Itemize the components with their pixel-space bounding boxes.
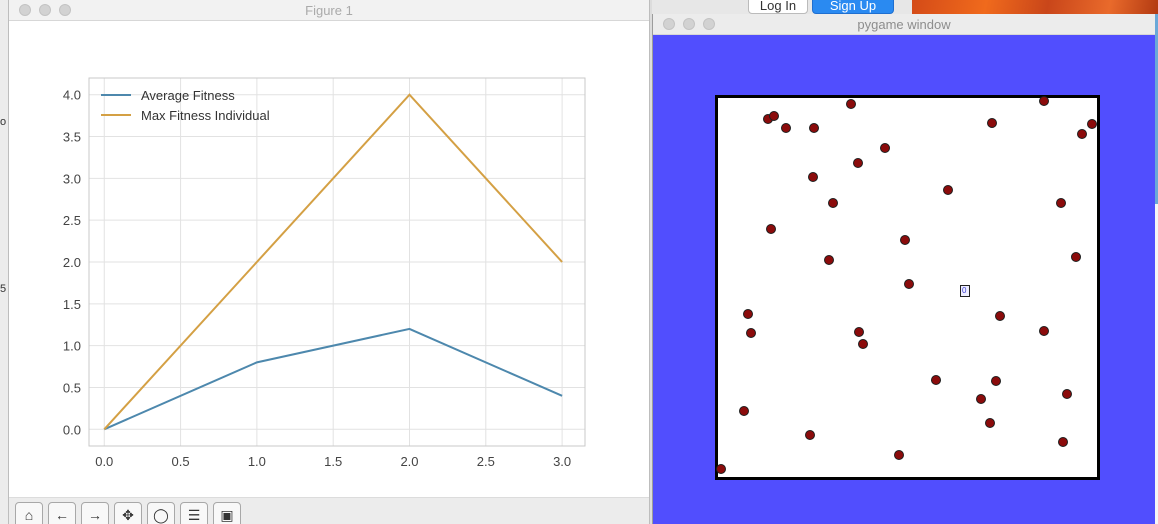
y-tick-label: 3.0 [63, 171, 81, 186]
maximize-window-button[interactable] [59, 4, 71, 16]
pygame-window: pygame window 0 [652, 14, 1155, 524]
food-particle [1056, 198, 1066, 208]
x-tick-label: 2.5 [477, 454, 495, 469]
food-particle [894, 450, 904, 460]
food-particle [766, 224, 776, 234]
configure-button[interactable]: ☰ [180, 502, 208, 524]
legend-label: Average Fitness [141, 88, 235, 103]
food-particle [1077, 129, 1087, 139]
x-tick-label: 0.0 [95, 454, 113, 469]
food-particle [809, 123, 819, 133]
figure-toolbar: ⌂ ← → ✥ ◯ ☰ ▣ [9, 497, 649, 524]
agent-label: 0 [962, 286, 967, 295]
food-particle [781, 123, 791, 133]
y-tick-label: 1.5 [63, 297, 81, 312]
food-particle [858, 339, 868, 349]
minimize-window-button[interactable] [39, 4, 51, 16]
home-icon: ⌂ [24, 507, 34, 523]
food-particle [931, 375, 941, 385]
back-button[interactable]: ← [48, 502, 76, 524]
food-particle [828, 198, 838, 208]
food-particle [769, 111, 779, 121]
agent: 0 [960, 285, 970, 297]
window-title: Figure 1 [305, 3, 353, 18]
food-particle [1039, 96, 1049, 106]
y-tick-label: 0.5 [63, 380, 81, 395]
food-particle [805, 430, 815, 440]
y-tick-label: 3.5 [63, 130, 81, 145]
pygame-titlebar[interactable]: pygame window [653, 14, 1155, 35]
y-tick-label: 1.0 [63, 339, 81, 354]
back-icon: ← [55, 507, 69, 523]
tick-labels: 0.0 0.5 1.0 1.5 2.0 2.5 3.0 0.0 0.5 1.0 1.5 2.0 2.5 3… [63, 88, 571, 469]
login-button[interactable]: Log In [748, 0, 808, 14]
close-window-button[interactable] [663, 18, 675, 30]
legend-label: Max Fitness Individual [141, 108, 270, 123]
food-particle [716, 464, 726, 474]
food-particle [1071, 252, 1081, 262]
food-particle [985, 418, 995, 428]
plot-frame [88, 77, 586, 447]
series-line-1 [103, 93, 563, 430]
food-particle [987, 118, 997, 128]
save-button[interactable]: ▣ [213, 502, 241, 524]
home-button[interactable]: ⌂ [15, 502, 43, 524]
x-tick-label: 1.5 [324, 454, 342, 469]
x-tick-label: 2.0 [400, 454, 418, 469]
food-particle [1058, 437, 1068, 447]
configure-icon: ☰ [187, 506, 201, 523]
food-particle [900, 235, 910, 245]
pan-button[interactable]: ✥ [114, 502, 142, 524]
food-particle [976, 394, 986, 404]
window-title: pygame window [857, 17, 951, 32]
series-line-0 [103, 327, 563, 431]
close-window-button[interactable] [19, 4, 31, 16]
y-tick-label: 4.0 [63, 88, 81, 103]
line-chart: 0.0 0.5 1.0 1.5 2.0 2.5 3.0 0.0 0.5 1.0 1.5 2.0 2.5 3… [63, 77, 586, 469]
pan-icon: ✥ [122, 506, 134, 523]
food-particle [880, 143, 890, 153]
food-particle [743, 309, 753, 319]
y-tick-label: 0.0 [63, 422, 81, 437]
x-tick-label: 3.0 [553, 454, 571, 469]
food-particle [991, 376, 1001, 386]
x-tick-label: 1.0 [248, 454, 266, 469]
signup-button[interactable]: Sign Up [812, 0, 894, 14]
save-icon: ▣ [220, 506, 234, 523]
maximize-window-button[interactable] [703, 18, 715, 30]
food-particle [846, 99, 856, 109]
browser-banner-image [912, 0, 1158, 14]
food-particle [824, 255, 834, 265]
y-tick-label: 2.5 [63, 213, 81, 228]
food-particle [853, 158, 863, 168]
food-particle [995, 311, 1005, 321]
minimize-window-button[interactable] [683, 18, 695, 30]
simulation-arena: 0 [715, 95, 1100, 480]
food-particle [808, 172, 818, 182]
food-particle [904, 279, 914, 289]
food-particle [746, 328, 756, 338]
zoom-button[interactable]: ◯ [147, 502, 175, 524]
figure-window: Figure 1 0.0 0.5 1.0 1.5 2.0 2.5 3.0 0.0 0.5 1.0 1… [8, 0, 650, 524]
food-particle [854, 327, 864, 337]
series-lines [103, 93, 563, 431]
food-particle [1062, 389, 1072, 399]
forward-button[interactable]: → [81, 502, 109, 524]
legend: Average Fitness Max Fitness Individual [101, 88, 270, 123]
y-tick-label: 2.0 [63, 255, 81, 270]
grid [89, 78, 585, 446]
edge-text: 5 [0, 283, 7, 295]
food-particle [1039, 326, 1049, 336]
figure-titlebar[interactable]: Figure 1 [9, 0, 649, 21]
food-particle [943, 185, 953, 195]
forward-icon: → [88, 507, 102, 523]
zoom-icon: ◯ [153, 506, 169, 523]
food-particle [739, 406, 749, 416]
food-particle [1087, 119, 1097, 129]
edge-text: o [0, 116, 7, 128]
x-tick-label: 0.5 [172, 454, 190, 469]
